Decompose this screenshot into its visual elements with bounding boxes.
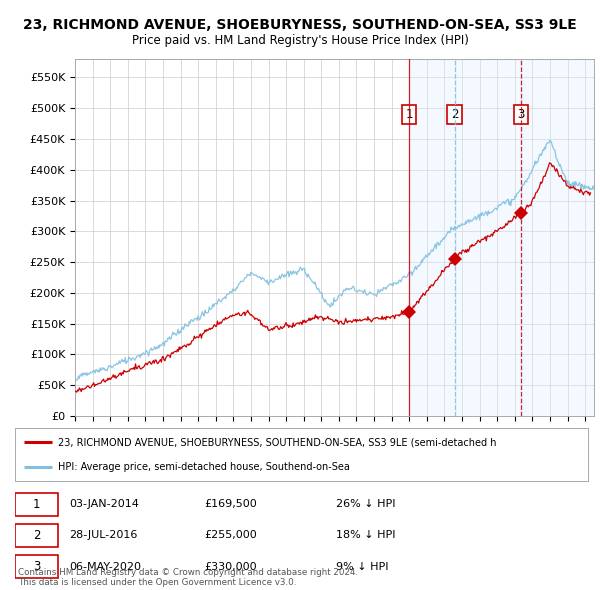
Bar <box>521 59 594 416</box>
Text: 1: 1 <box>406 108 413 121</box>
Text: 28-JUL-2016: 28-JUL-2016 <box>70 530 138 540</box>
Bar <box>455 59 521 416</box>
Text: 3: 3 <box>517 108 524 121</box>
Text: 26% ↓ HPI: 26% ↓ HPI <box>336 499 395 509</box>
Text: 23, RICHMOND AVENUE, SHOEBURYNESS, SOUTHEND-ON-SEA, SS3 9LE: 23, RICHMOND AVENUE, SHOEBURYNESS, SOUTH… <box>23 18 577 32</box>
Text: 18% ↓ HPI: 18% ↓ HPI <box>336 530 395 540</box>
Text: 1: 1 <box>33 498 40 511</box>
Bar <box>409 59 455 416</box>
FancyBboxPatch shape <box>15 524 58 547</box>
Text: HPI: Average price, semi-detached house, Southend-on-Sea: HPI: Average price, semi-detached house,… <box>58 461 350 471</box>
Text: 9% ↓ HPI: 9% ↓ HPI <box>336 562 388 572</box>
Text: 03-JAN-2014: 03-JAN-2014 <box>70 499 139 509</box>
Text: £169,500: £169,500 <box>204 499 257 509</box>
Text: £330,000: £330,000 <box>204 562 257 572</box>
Text: Price paid vs. HM Land Registry's House Price Index (HPI): Price paid vs. HM Land Registry's House … <box>131 34 469 47</box>
Text: 2: 2 <box>451 108 458 121</box>
Text: £255,000: £255,000 <box>204 530 257 540</box>
FancyBboxPatch shape <box>15 493 58 516</box>
Text: 06-MAY-2020: 06-MAY-2020 <box>70 562 142 572</box>
Text: 23, RICHMOND AVENUE, SHOEBURYNESS, SOUTHEND-ON-SEA, SS3 9LE (semi-detached h: 23, RICHMOND AVENUE, SHOEBURYNESS, SOUTH… <box>58 437 496 447</box>
Text: Contains HM Land Registry data © Crown copyright and database right 2024.
This d: Contains HM Land Registry data © Crown c… <box>18 568 358 587</box>
Text: 3: 3 <box>33 560 40 573</box>
FancyBboxPatch shape <box>15 555 58 578</box>
Text: 2: 2 <box>33 529 40 542</box>
